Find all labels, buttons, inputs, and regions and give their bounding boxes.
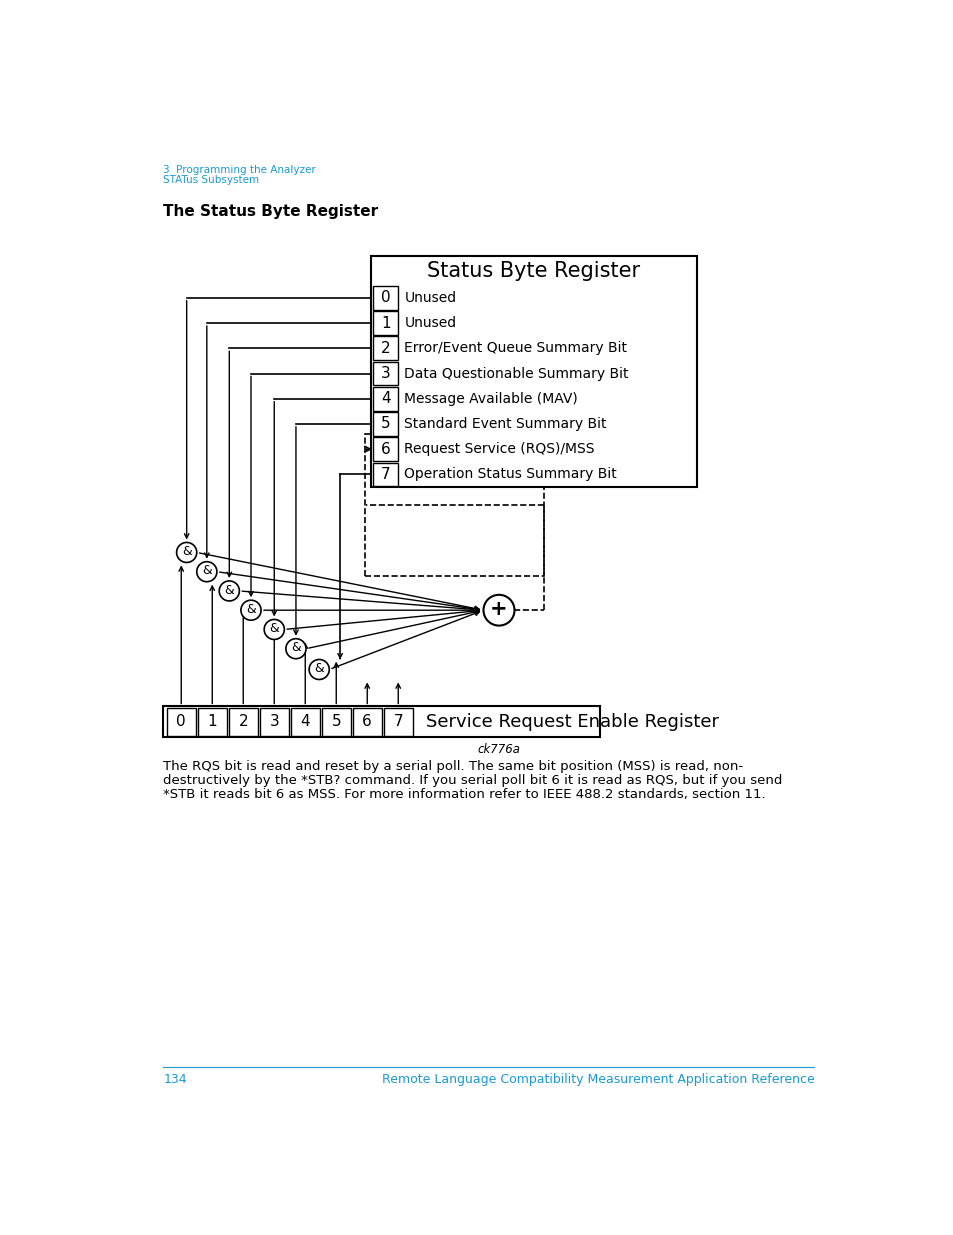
Text: Unused: Unused	[404, 316, 456, 330]
Text: Message Available (MAV): Message Available (MAV)	[404, 391, 578, 406]
Bar	[373, 362, 397, 385]
Text: 3  Programming the Analyzer: 3 Programming the Analyzer	[163, 165, 315, 175]
Text: &: &	[291, 641, 300, 655]
Bar	[197, 708, 227, 736]
Circle shape	[196, 562, 216, 582]
Bar	[259, 708, 289, 736]
Text: Service Request Enable Register: Service Request Enable Register	[426, 713, 719, 731]
Text: The Status Byte Register: The Status Byte Register	[163, 204, 378, 219]
Text: Operation Status Summary Bit: Operation Status Summary Bit	[404, 467, 617, 482]
Bar	[373, 287, 397, 310]
Text: 4: 4	[380, 391, 390, 406]
Text: &: &	[224, 584, 233, 597]
Text: Error/Event Queue Summary Bit: Error/Event Queue Summary Bit	[404, 341, 627, 356]
Text: Unused: Unused	[404, 291, 456, 305]
Bar	[383, 708, 413, 736]
Text: 3: 3	[380, 366, 391, 382]
Text: ck776a: ck776a	[477, 743, 520, 756]
Bar	[167, 708, 195, 736]
Circle shape	[309, 659, 329, 679]
Text: The RQS bit is read and reset by a serial poll. The same bit position (MSS) is r: The RQS bit is read and reset by a seria…	[163, 761, 742, 773]
Bar	[291, 708, 319, 736]
Bar	[373, 336, 397, 361]
Bar	[163, 706, 599, 737]
Text: 4: 4	[300, 714, 310, 730]
Circle shape	[264, 620, 284, 640]
Bar	[373, 412, 397, 436]
Bar	[373, 437, 397, 461]
Bar	[321, 708, 351, 736]
Text: Status Byte Register: Status Byte Register	[427, 261, 639, 280]
Text: &: &	[202, 564, 212, 578]
Text: 7: 7	[393, 714, 402, 730]
Text: 5: 5	[331, 714, 341, 730]
Circle shape	[483, 595, 514, 626]
Circle shape	[219, 580, 239, 601]
Text: STATus Subsystem: STATus Subsystem	[163, 175, 259, 185]
Bar	[365, 433, 543, 576]
Text: 7: 7	[380, 467, 390, 482]
Text: 1: 1	[380, 316, 390, 331]
Text: 0: 0	[380, 290, 390, 305]
Text: 2: 2	[238, 714, 248, 730]
Text: Data Questionable Summary Bit: Data Questionable Summary Bit	[404, 367, 628, 380]
Bar	[229, 708, 257, 736]
Bar	[373, 387, 397, 410]
Text: 1: 1	[207, 714, 217, 730]
Text: &: &	[246, 603, 255, 616]
Circle shape	[241, 600, 261, 620]
Text: Standard Event Summary Bit: Standard Event Summary Bit	[404, 417, 606, 431]
Text: +: +	[490, 599, 507, 620]
Circle shape	[286, 638, 306, 658]
Text: 3: 3	[269, 714, 279, 730]
Text: &: &	[269, 622, 279, 635]
Text: &: &	[182, 545, 192, 558]
Text: *STB it reads bit 6 as MSS. For more information refer to IEEE 488.2 standards, : *STB it reads bit 6 as MSS. For more inf…	[163, 788, 765, 802]
Text: 6: 6	[380, 442, 391, 457]
Bar	[373, 463, 397, 487]
Text: 5: 5	[380, 416, 390, 431]
Circle shape	[176, 542, 196, 562]
Text: 6: 6	[362, 714, 372, 730]
Text: Request Service (RQS)/MSS: Request Service (RQS)/MSS	[404, 442, 595, 456]
Text: 0: 0	[176, 714, 186, 730]
Text: destructively by the *STB? command. If you serial poll bit 6 it is read as RQS, : destructively by the *STB? command. If y…	[163, 774, 782, 787]
Text: 134: 134	[163, 1073, 187, 1086]
Bar	[371, 256, 696, 487]
Text: 2: 2	[380, 341, 390, 356]
Bar	[373, 311, 397, 335]
Text: &: &	[314, 662, 324, 676]
Text: Remote Language Compatibility Measurement Application Reference: Remote Language Compatibility Measuremen…	[381, 1073, 814, 1086]
Bar	[353, 708, 381, 736]
